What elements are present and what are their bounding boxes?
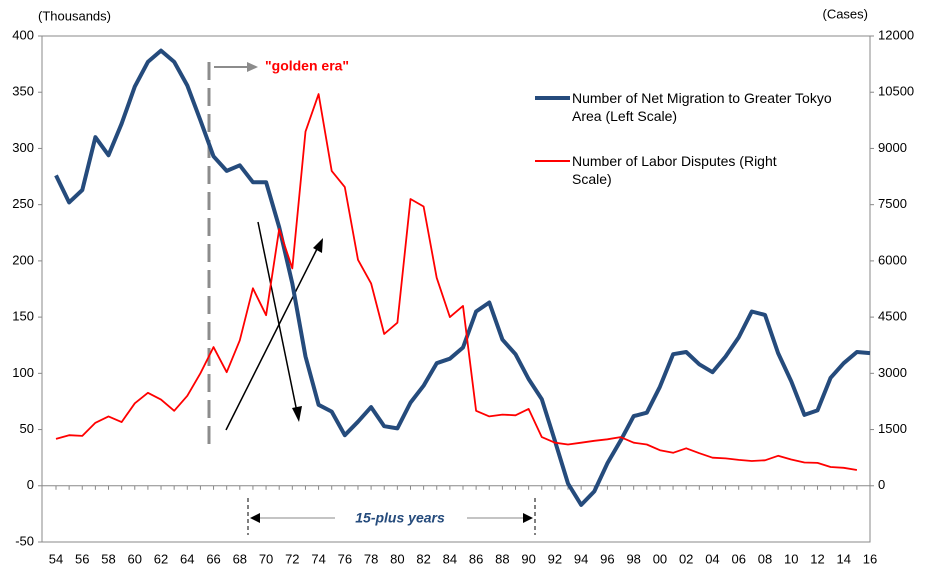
- series-line: [55, 93, 858, 471]
- y2-tick-label: 4500: [878, 309, 907, 324]
- x-tick-label: 68: [233, 551, 247, 566]
- x-tick-label: 14: [837, 551, 851, 566]
- arrow-head: [523, 513, 533, 523]
- x-tick-label: 58: [101, 551, 115, 566]
- y2-tick-label: 1500: [878, 421, 907, 436]
- y2-axis-label: (Cases): [822, 6, 868, 21]
- x-tick-label: 78: [364, 551, 378, 566]
- y2-tick-label: 9000: [878, 140, 907, 155]
- x-tick-label: 10: [784, 551, 798, 566]
- y-tick-label: 300: [12, 140, 34, 155]
- x-tick-label: 82: [416, 551, 430, 566]
- y-tick-label: 250: [12, 196, 34, 211]
- y2-tick-label: 6000: [878, 252, 907, 267]
- y-tick-label: 400: [12, 27, 34, 42]
- x-tick-label: 16: [863, 551, 877, 566]
- x-tick-label: 00: [653, 551, 667, 566]
- x-tick-label: 80: [390, 551, 404, 566]
- x-tick-label: 54: [49, 551, 63, 566]
- y-tick-label: -50: [15, 533, 34, 548]
- x-tick-label: 04: [705, 551, 719, 566]
- x-tick-label: 64: [180, 551, 194, 566]
- x-tick-label: 96: [600, 551, 614, 566]
- y2-tick-label: 3000: [878, 365, 907, 380]
- x-tick-label: 94: [574, 551, 588, 566]
- legend-entry: Number of Net Migration to Greater Tokyo…: [572, 90, 832, 124]
- x-tick-label: 84: [443, 551, 457, 566]
- x-tick-label: 90: [521, 551, 535, 566]
- x-tick-label: 72: [285, 551, 299, 566]
- x-tick-label: 06: [731, 551, 745, 566]
- arrow: [225, 246, 319, 431]
- y-tick-label: 100: [12, 365, 34, 380]
- x-tick-label: 66: [206, 551, 220, 566]
- x-tick-label: 08: [758, 551, 772, 566]
- y-tick-label: 0: [27, 477, 34, 492]
- y-tick-label: 50: [20, 421, 34, 436]
- x-tick-label: 86: [469, 551, 483, 566]
- y2-tick-label: 12000: [878, 27, 914, 42]
- x-tick-label: 92: [548, 551, 562, 566]
- y-tick-label: 150: [12, 309, 34, 324]
- golden-era-label: "golden era": [265, 58, 349, 74]
- x-tick-label: 02: [679, 551, 693, 566]
- legend-entry: Number of Labor Disputes (Right Scale): [572, 153, 777, 187]
- x-tick-label: 88: [495, 551, 509, 566]
- x-tick-label: 12: [810, 551, 824, 566]
- y2-tick-label: 7500: [878, 196, 907, 211]
- y-tick-label: 350: [12, 84, 34, 99]
- x-tick-label: 56: [75, 551, 89, 566]
- y2-tick-label: 10500: [878, 84, 914, 99]
- plot-frame: [41, 35, 871, 543]
- x-tick-label: 98: [626, 551, 640, 566]
- arrow: [257, 221, 298, 413]
- y-axis-label: (Thousands): [38, 8, 111, 23]
- period-label: 15-plus years: [355, 510, 445, 526]
- x-tick-label: 70: [259, 551, 273, 566]
- y2-tick-label: 0: [878, 477, 885, 492]
- x-tick-label: 62: [154, 551, 168, 566]
- arrow-head: [250, 513, 260, 523]
- x-tick-label: 74: [311, 551, 325, 566]
- arrow-head: [292, 406, 302, 422]
- arrow-head: [313, 238, 323, 253]
- y-tick-label: 200: [12, 252, 34, 267]
- series-line: [54, 48, 871, 507]
- arrow-head: [247, 62, 258, 72]
- x-tick-label: 76: [338, 551, 352, 566]
- x-tick-label: 60: [128, 551, 142, 566]
